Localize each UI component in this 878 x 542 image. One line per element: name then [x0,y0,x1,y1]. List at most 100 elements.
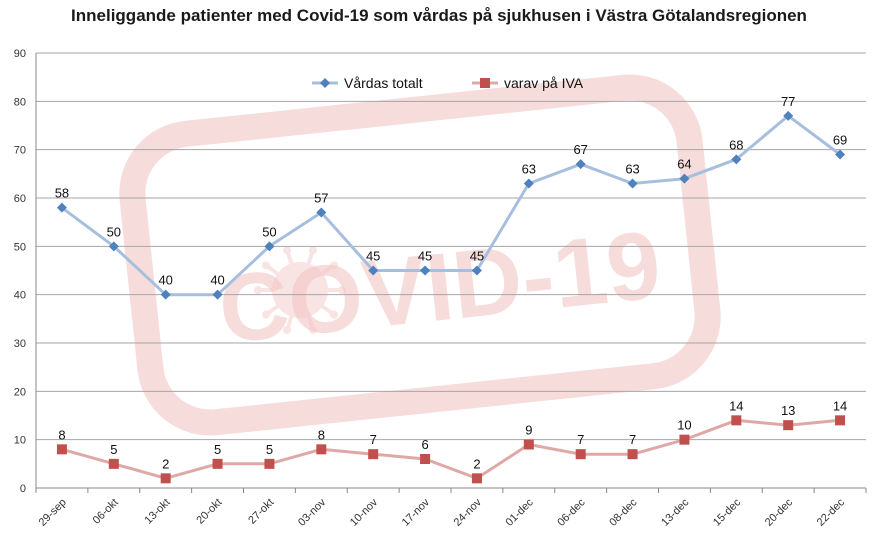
data-label: 77 [781,94,795,109]
data-point [368,449,379,460]
legend-label: varav på IVA [504,75,584,91]
data-point [575,159,586,170]
data-label: 68 [729,137,743,152]
data-point [108,241,119,252]
data-point [56,202,67,213]
data-point [679,173,690,184]
data-label: 6 [421,437,428,452]
data-label: 40 [158,273,172,288]
x-tick-label: 01-dec [503,496,536,529]
data-point [679,434,690,445]
series-line-1 [61,418,841,480]
data-label: 63 [522,162,536,177]
data-label: 50 [107,224,121,239]
data-label: 40 [210,273,224,288]
data-label: 7 [629,432,636,447]
watermark-text: COVID-19 [214,211,666,364]
x-tick-label: 20-dec [763,496,796,529]
data-point [316,207,327,218]
data-label: 8 [58,427,65,442]
data-point [420,265,431,276]
watermark-frame [119,74,721,436]
x-tick-label: 03-nov [296,496,329,529]
data-label: 2 [162,456,169,471]
data-point [212,458,223,469]
data-label: 58 [55,186,69,201]
virus-icon [254,246,346,334]
data-point [264,458,275,469]
data-point [835,415,846,426]
x-tick-label: 06-dec [555,496,588,529]
data-point [731,415,742,426]
data-point [368,265,379,276]
data-point [471,473,482,484]
data-point [783,110,794,121]
data-label: 9 [525,423,532,438]
x-tick-label: 13-dec [659,496,692,529]
x-tick-label: 10-nov [348,496,381,529]
x-tick-label: 15-dec [711,496,744,529]
x-tick-label: 13-okt [143,496,173,526]
data-point [523,439,534,450]
legend-marker [480,78,490,88]
data-label: 64 [677,157,691,172]
data-point [160,289,171,300]
data-point [575,449,586,460]
x-tick-label: 08-dec [607,496,640,529]
data-label: 7 [577,432,584,447]
data-label: 5 [266,442,273,457]
data-label: 45 [366,249,380,264]
data-point [108,458,119,469]
data-label: 2 [473,456,480,471]
data-point [783,420,794,431]
data-label: 7 [370,432,377,447]
y-tick-label: 0 [20,483,26,495]
legend-marker [320,78,330,88]
data-label: 67 [573,142,587,157]
data-point [835,149,846,160]
data-point [523,178,534,189]
data-label: 69 [833,133,847,148]
data-point [471,265,482,276]
x-tick-label: 20-okt [194,496,224,526]
legend-label: Vårdas totalt [344,75,423,91]
x-tick-label: 22-dec [815,496,848,529]
series-line-0 [61,114,841,297]
y-tick-label: 40 [14,290,26,302]
data-point [627,449,638,460]
data-label: 10 [677,418,691,433]
y-tick-label: 60 [14,193,26,205]
x-tick-label: 06-okt [91,496,121,526]
y-tick-label: 50 [14,241,26,253]
y-tick-label: 10 [14,435,26,447]
x-tick-label: 29-sep [37,496,69,528]
y-tick-label: 80 [14,96,26,108]
data-label: 45 [418,249,432,264]
data-label: 45 [470,249,484,264]
data-point [731,154,742,165]
x-tick-label: 27-okt [246,496,276,526]
data-label: 57 [314,191,328,206]
data-label: 14 [729,398,743,413]
y-tick-label: 70 [14,145,26,157]
data-point [627,178,638,189]
chart-title: Inneliggande patienter med Covid-19 som … [71,6,807,25]
y-tick-label: 20 [14,386,26,398]
data-point [420,454,431,464]
data-point [56,444,67,455]
data-point [212,289,223,300]
data-label: 14 [833,398,847,413]
data-point [160,473,171,484]
y-tick-label: 30 [14,338,26,350]
data-label: 63 [625,162,639,177]
x-tick-label: 24-nov [452,496,485,529]
data-label: 8 [318,427,325,442]
data-point [264,241,275,252]
data-label: 13 [781,403,795,418]
x-tick-label: 17-nov [400,496,433,529]
data-label: 5 [110,442,117,457]
data-point [316,444,327,455]
y-tick-label: 90 [14,48,26,60]
